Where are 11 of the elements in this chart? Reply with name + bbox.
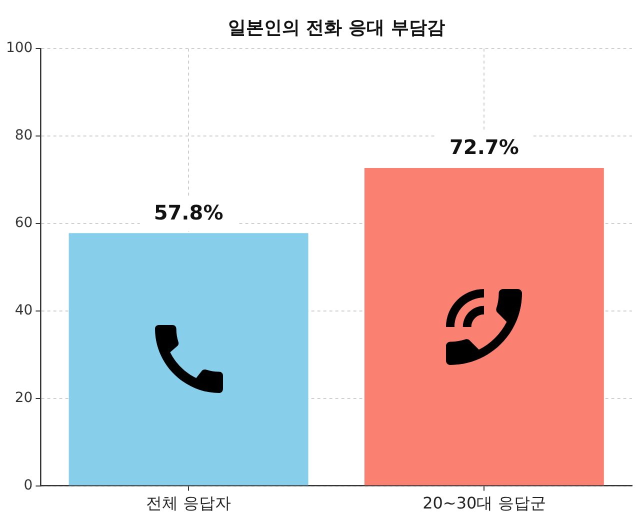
- y-tick-label: 60: [14, 215, 33, 232]
- x-tick-label: 20~30대 응답군: [422, 494, 546, 513]
- y-tick-label: 0: [24, 477, 33, 494]
- x-tick-label: 전체 응답자: [146, 494, 232, 513]
- data-label: 57.8%: [154, 200, 224, 224]
- y-tick-label: 80: [14, 128, 33, 144]
- y-tick-label: 20: [14, 390, 33, 406]
- y-tick-label: 100: [6, 40, 33, 56]
- y-tick-label: 40: [14, 302, 33, 319]
- data-label: 72.7%: [449, 135, 519, 160]
- chart-title: 일본인의 전화 응대 부담감: [228, 17, 445, 38]
